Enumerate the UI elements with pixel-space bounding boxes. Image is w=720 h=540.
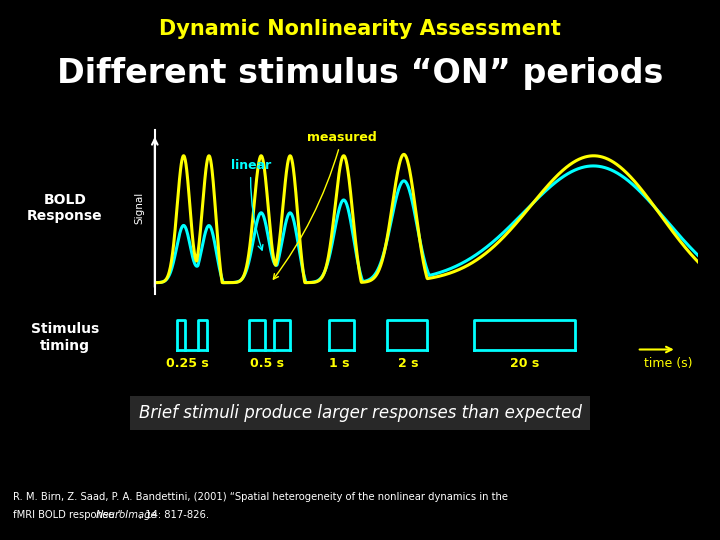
Text: BOLD
Response: BOLD Response	[27, 193, 103, 223]
Text: Signal: Signal	[134, 192, 144, 224]
Text: linear: linear	[231, 159, 271, 250]
Text: measured: measured	[274, 131, 377, 279]
Text: NeuroImage: NeuroImage	[96, 510, 158, 521]
Text: 1 s: 1 s	[329, 357, 350, 370]
Text: time (s): time (s)	[644, 357, 693, 370]
Text: 0.25 s: 0.25 s	[166, 357, 209, 370]
Text: 2 s: 2 s	[398, 357, 419, 370]
Text: fMRI BOLD response.”: fMRI BOLD response.”	[13, 510, 126, 521]
Text: 20 s: 20 s	[510, 357, 539, 370]
Text: Different stimulus “ON” periods: Different stimulus “ON” periods	[57, 57, 663, 90]
Text: Dynamic Nonlinearity Assessment: Dynamic Nonlinearity Assessment	[159, 19, 561, 39]
Text: , 14: 817-826.: , 14: 817-826.	[139, 510, 209, 521]
Text: 0.5 s: 0.5 s	[250, 357, 284, 370]
Text: R. M. Birn, Z. Saad, P. A. Bandettini, (2001) “Spatial heterogeneity of the nonl: R. M. Birn, Z. Saad, P. A. Bandettini, (…	[13, 492, 508, 503]
Text: Stimulus
timing: Stimulus timing	[31, 322, 99, 353]
Text: Brief stimuli produce larger responses than expected: Brief stimuli produce larger responses t…	[138, 404, 582, 422]
